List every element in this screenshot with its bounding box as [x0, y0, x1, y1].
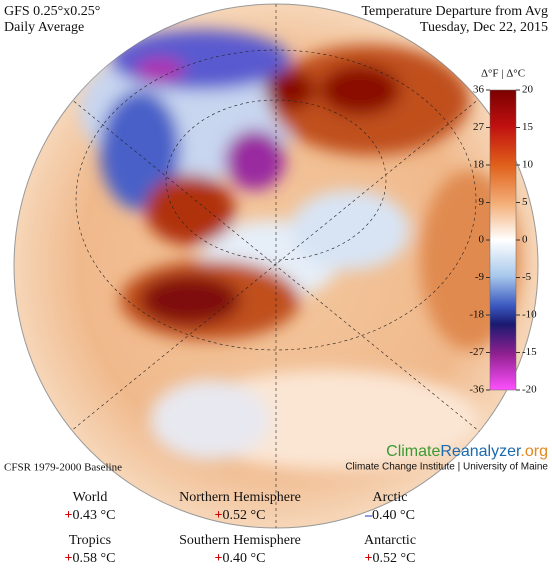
stat-value: +0.43 °C — [65, 508, 116, 523]
f-tick-label: -36 — [469, 384, 484, 396]
stat-sign: + — [215, 551, 223, 566]
f-tick-label: -27 — [469, 346, 484, 358]
f-tick-label: 18 — [473, 159, 485, 171]
stat-value: +0.58 °C — [65, 551, 116, 566]
stat-name: Tropics — [69, 533, 111, 548]
date: Tuesday, Dec 22, 2015 — [420, 20, 548, 35]
f-tick-label: 36 — [473, 84, 485, 96]
stat-sign: + — [365, 551, 373, 566]
globe — [13, 3, 539, 529]
stat-number: 0.58 °C — [73, 551, 116, 566]
baseline: CFSR 1979-2000 Baseline — [4, 462, 122, 474]
c-tick-label: -20 — [522, 384, 537, 396]
f-tick-label: 27 — [473, 121, 485, 133]
stat-name: Southern Hemisphere — [179, 533, 301, 548]
stat-number: 0.40 °C — [372, 508, 415, 523]
c-tick-label: -5 — [522, 271, 532, 283]
f-tick-label: 0 — [479, 234, 485, 246]
stat-value: –0.40 °C — [364, 508, 415, 523]
credit: Climate Change Institute | University of… — [345, 462, 548, 473]
logo-part: .org — [520, 443, 548, 460]
logo-part: Climate — [386, 443, 440, 460]
stat-number: 0.43 °C — [73, 508, 116, 523]
c-tick-label: 15 — [522, 121, 534, 133]
colorbar — [489, 89, 517, 391]
f-tick-label: -18 — [469, 309, 484, 321]
title: Temperature Departure from Avg — [361, 4, 548, 19]
stat-name: Northern Hemisphere — [179, 490, 301, 505]
c-tick-label: -10 — [522, 309, 537, 321]
c-tick-label: 5 — [522, 196, 528, 208]
c-tick-label: 10 — [522, 159, 534, 171]
f-tick-label: -9 — [475, 271, 485, 283]
stat-value: +0.40 °C — [215, 551, 266, 566]
stat-number: 0.52 °C — [223, 508, 266, 523]
stat-number: 0.40 °C — [223, 551, 266, 566]
model: GFS 0.25°x0.25° — [4, 4, 100, 19]
stat-number: 0.52 °C — [373, 551, 416, 566]
stat-sign: + — [215, 508, 223, 523]
c-tick-label: 0 — [522, 234, 528, 246]
f-tick-label: 9 — [479, 196, 485, 208]
stat-name: World — [73, 490, 108, 505]
stat-value: +0.52 °C — [365, 551, 416, 566]
period: Daily Average — [4, 20, 84, 35]
colorbar-label: Δ°F | Δ°C — [481, 68, 525, 80]
c-tick-label: -15 — [522, 346, 537, 358]
c-tick-label: 20 — [522, 84, 534, 96]
stat-sign: – — [364, 508, 373, 523]
stat-value: +0.52 °C — [215, 508, 266, 523]
stat-name: Arctic — [373, 490, 408, 505]
stat-name: Antarctic — [364, 533, 416, 548]
logo-part: Reanalyzer — [440, 443, 522, 460]
stat-sign: + — [65, 551, 73, 566]
stat-sign: + — [65, 508, 73, 523]
logo: ClimateReanalyzer.org — [386, 443, 548, 460]
